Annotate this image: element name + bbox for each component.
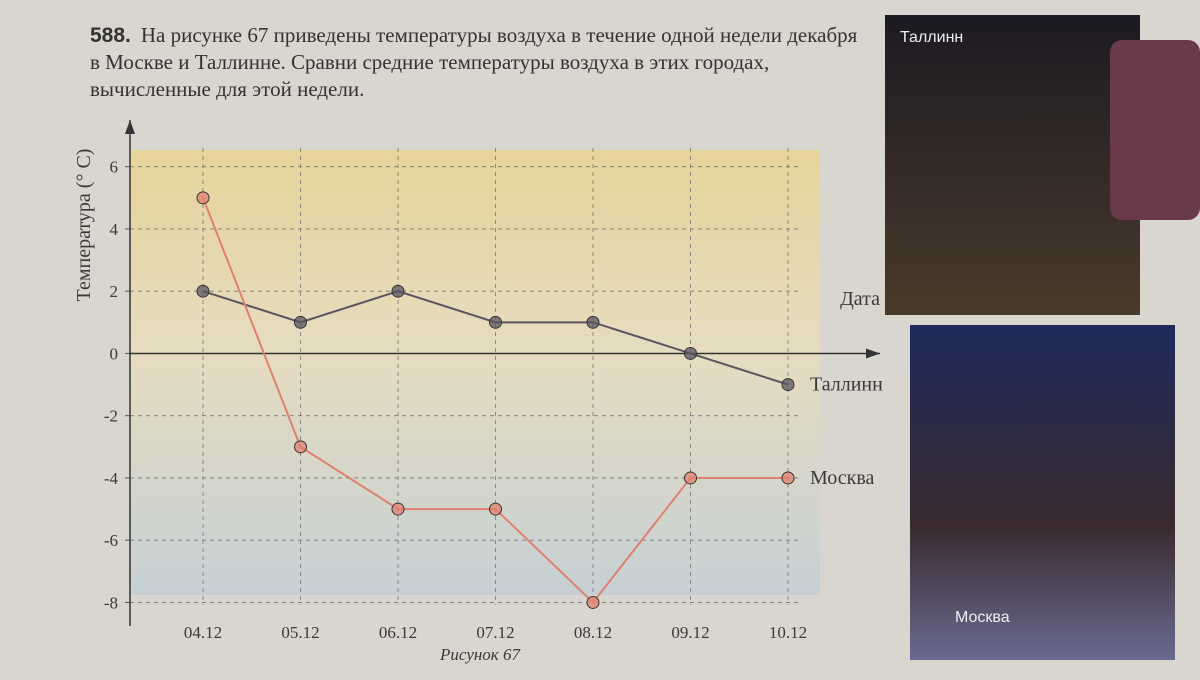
x-tick-label: 04.12	[184, 623, 222, 642]
plot-background	[130, 150, 820, 595]
series-label: Москва	[810, 467, 875, 489]
x-axis-label: Дата	[840, 288, 880, 310]
data-point	[781, 471, 795, 485]
photo	[885, 15, 1140, 315]
x-tick-label: 07.12	[476, 623, 514, 642]
y-tick-label: 6	[110, 158, 119, 177]
photo	[910, 325, 1175, 660]
y-tick-label: 0	[110, 344, 119, 363]
data-point	[489, 315, 502, 329]
photo-caption: Москва	[955, 609, 1010, 626]
problem-text: На рисунке 67 приведены температуры возд…	[90, 23, 858, 101]
x-tick-label: 10.12	[769, 623, 807, 642]
data-point	[586, 595, 600, 609]
y-tick-label: 4	[110, 220, 119, 239]
y-tick-label: -6	[104, 531, 118, 550]
x-tick-label: 09.12	[671, 623, 709, 642]
problem: 588. На рисунке 67 приведены температуры …	[90, 22, 860, 103]
y-axis-label: Температура (° C)	[73, 149, 95, 302]
portrait	[1110, 40, 1200, 220]
figure-caption: Рисунок 67	[439, 645, 521, 664]
y-tick-label: -4	[104, 469, 119, 488]
photo-caption: Таллинн	[900, 29, 963, 46]
x-axis-arrow	[866, 348, 880, 359]
data-point	[196, 191, 210, 205]
y-axis-arrow	[125, 120, 135, 134]
data-point	[489, 502, 502, 516]
y-tick-label: -2	[104, 407, 118, 426]
data-point	[196, 284, 210, 298]
x-tick-label: 05.12	[281, 623, 319, 642]
x-tick-label: 08.12	[574, 623, 612, 642]
data-point	[684, 471, 697, 485]
y-tick-label: 2	[110, 282, 119, 301]
data-point	[684, 346, 697, 360]
data-point	[586, 315, 600, 329]
data-point	[781, 378, 795, 392]
problem-number: 588.	[90, 24, 131, 47]
data-point	[294, 315, 307, 329]
y-tick-label: -8	[104, 593, 118, 612]
data-point	[391, 502, 405, 516]
data-point	[391, 284, 405, 298]
series-label: Таллинн	[810, 374, 883, 396]
x-tick-label: 06.12	[379, 623, 417, 642]
data-point	[294, 440, 307, 454]
